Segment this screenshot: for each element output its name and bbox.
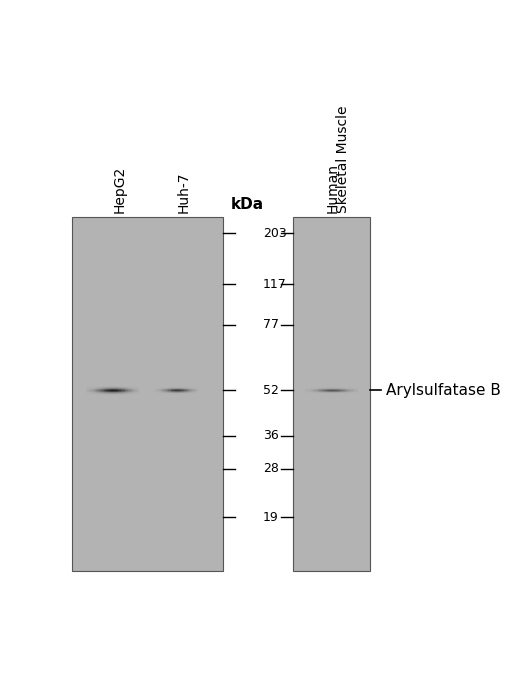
Text: 19: 19 [263, 511, 279, 524]
Text: Skeletal Muscle: Skeletal Muscle [336, 106, 350, 213]
Bar [293, 217, 371, 571]
Text: 36: 36 [263, 429, 279, 442]
Bar [72, 217, 223, 571]
Text: Huh-7: Huh-7 [177, 172, 191, 213]
Text: HepG2: HepG2 [112, 166, 126, 213]
Text: 28: 28 [263, 462, 279, 475]
Text: 203: 203 [263, 227, 286, 239]
Text: Human: Human [325, 163, 339, 213]
Text: 52: 52 [263, 384, 279, 397]
Text: Arylsulfatase B: Arylsulfatase B [386, 383, 501, 398]
Text: 117: 117 [263, 278, 286, 291]
Text: 77: 77 [263, 318, 279, 331]
Text: kDa: kDa [231, 197, 264, 212]
